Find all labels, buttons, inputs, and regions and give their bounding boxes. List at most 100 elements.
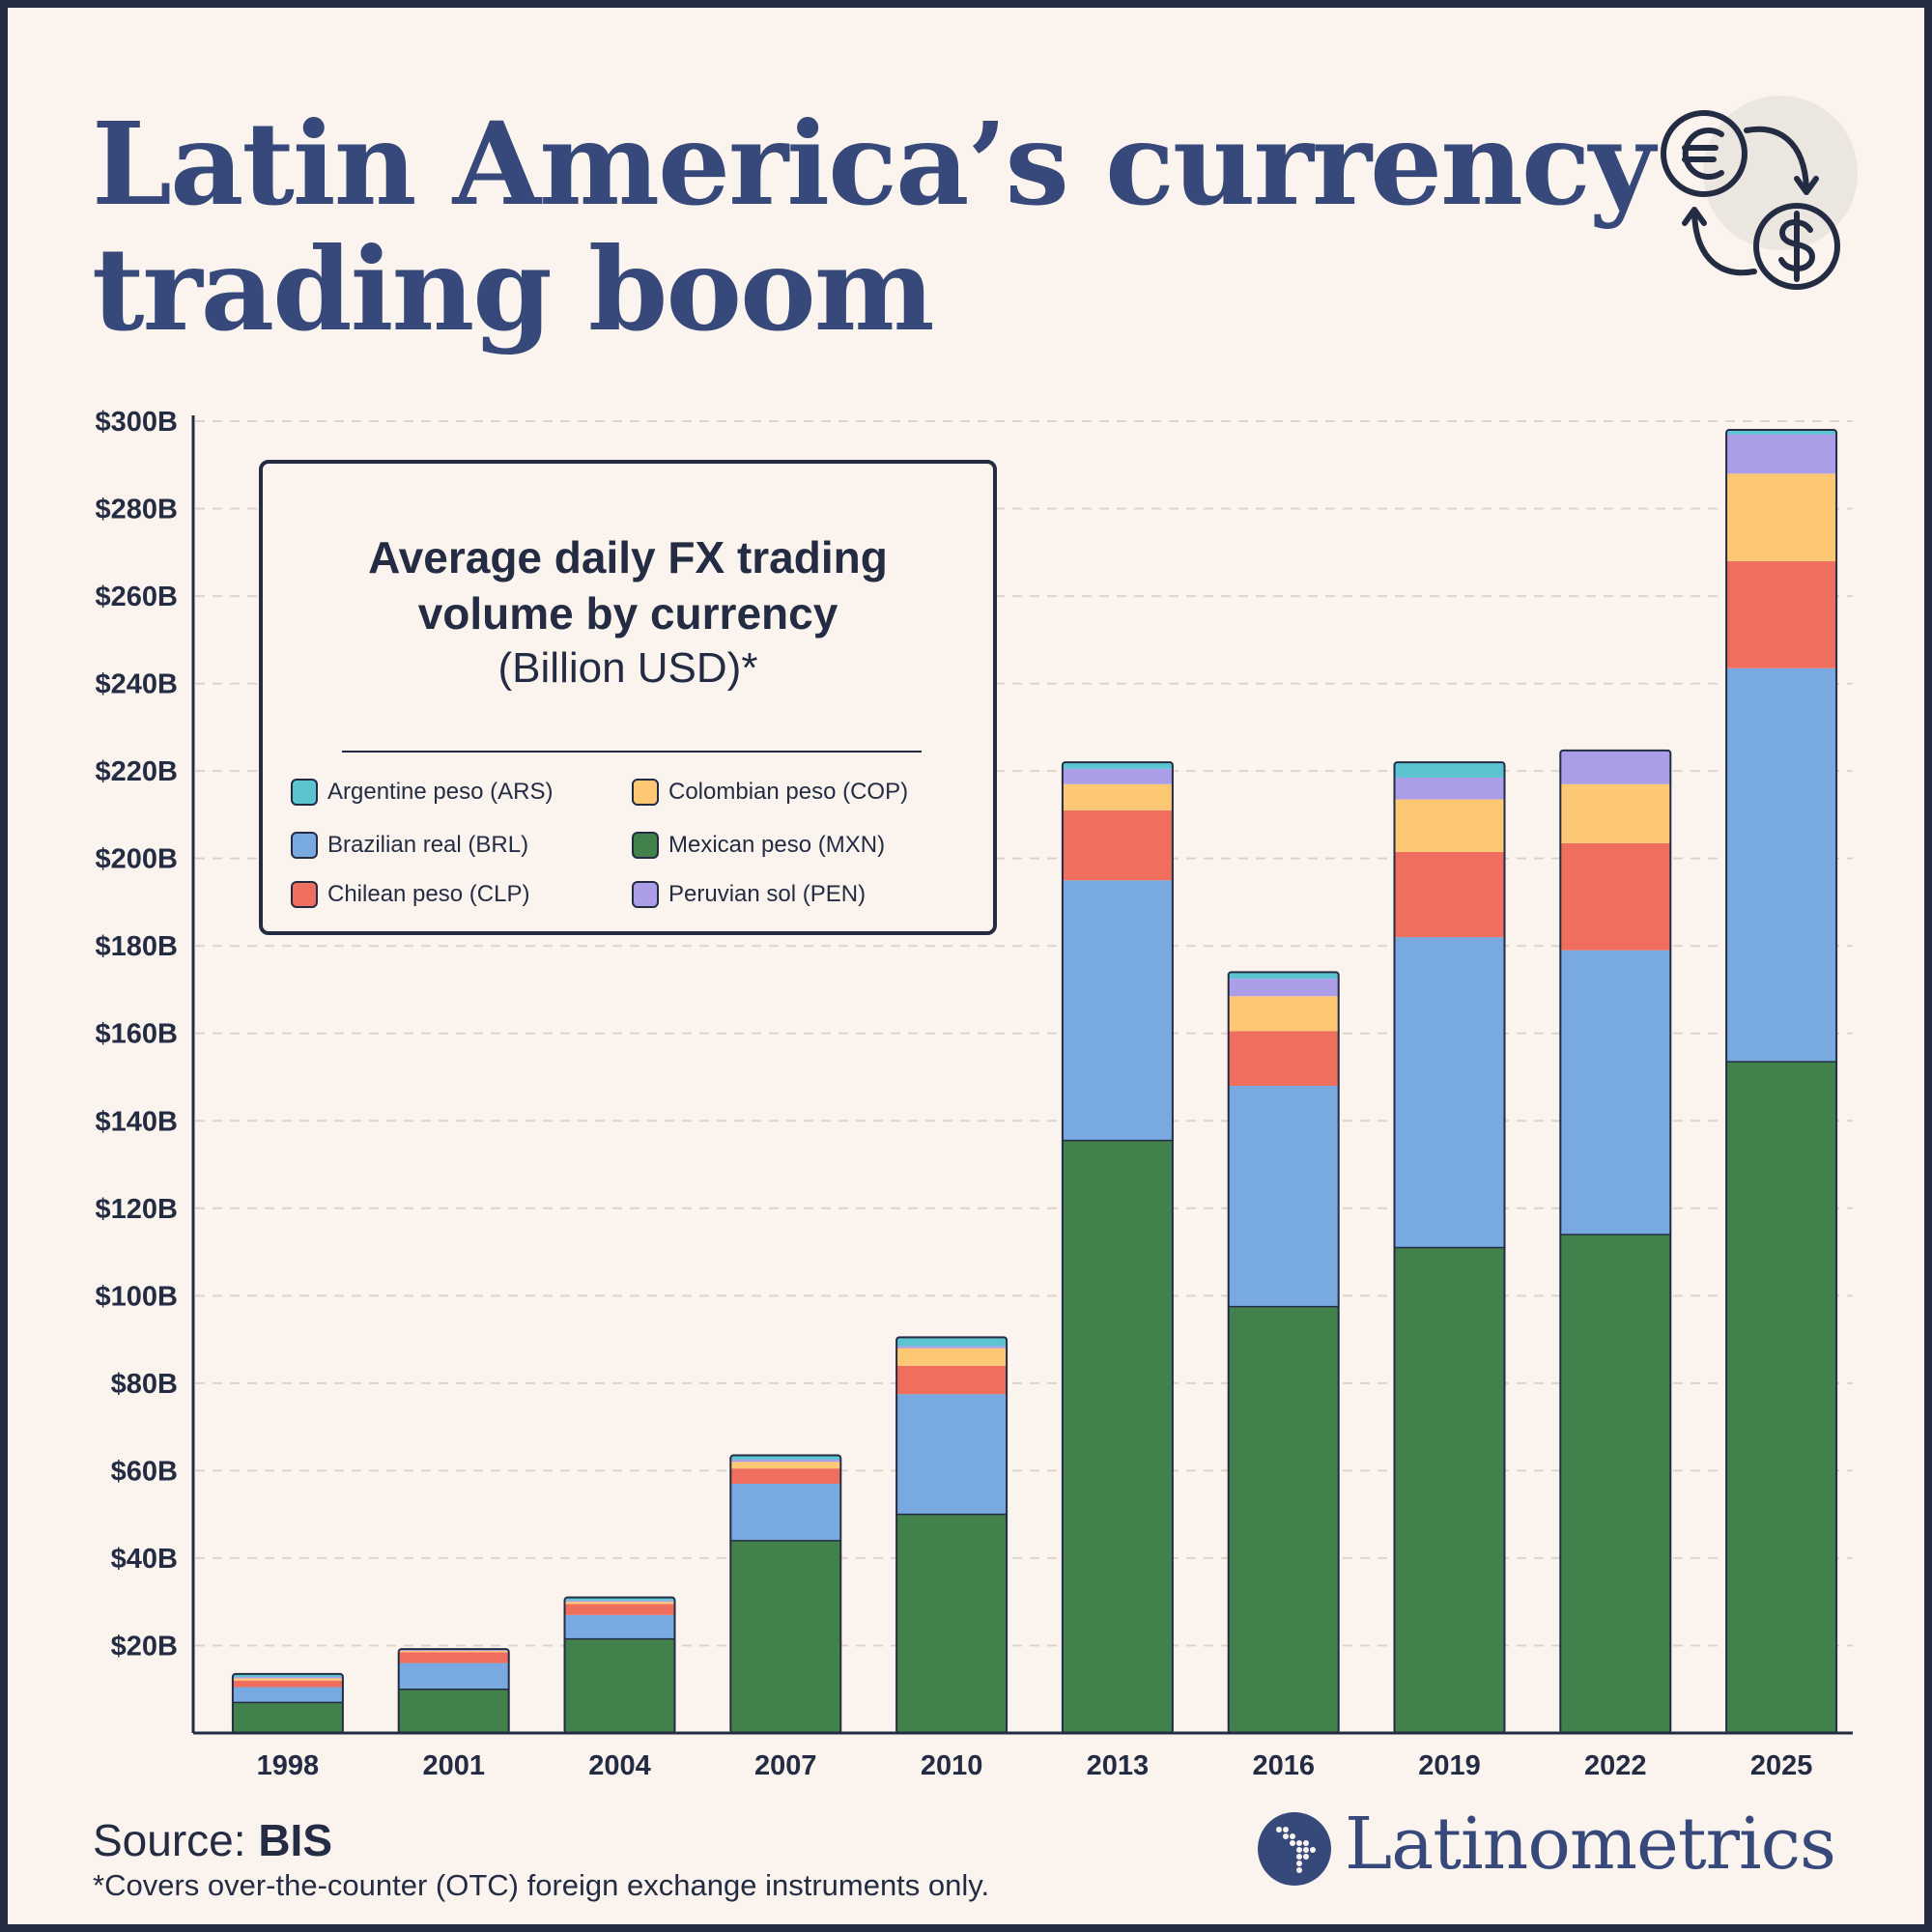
legend-title-line-1: Average daily FX trading xyxy=(368,532,888,582)
bar-segment xyxy=(1560,783,1671,843)
y-tick-label: $60B xyxy=(111,1456,178,1487)
bar-segment xyxy=(730,1483,841,1541)
legend-swatch-brl xyxy=(291,832,318,859)
legend-label-pen: Peruvian sol (PEN) xyxy=(668,881,867,907)
legend-swatch-cop xyxy=(632,779,659,806)
y-tick-label: $40B xyxy=(111,1544,178,1575)
bar-segment xyxy=(564,1614,675,1639)
bar-segment xyxy=(1394,851,1505,938)
legend-label-brl: Brazilian real (BRL) xyxy=(327,832,529,858)
x-tick-label: 1998 xyxy=(257,1750,320,1781)
axis-labels: $20B $40B $60B $80B $100B $120B $140B $160B $180… xyxy=(96,407,1813,1781)
bar-segment xyxy=(1062,762,1173,769)
x-tick-label: 2007 xyxy=(754,1750,817,1781)
legend-item-mxn: Mexican peso (MXN) xyxy=(632,832,885,859)
bar-segment xyxy=(564,1602,675,1605)
currency-exchange-icon xyxy=(1661,96,1858,290)
title-line-1: Latin America’s currency xyxy=(92,97,1655,231)
brand-name: Latinometrics xyxy=(1345,1803,1836,1886)
legend-label-ars: Argentine peso (ARS) xyxy=(327,779,554,805)
footnote: *Covers over-the-counter (OTC) foreign e… xyxy=(93,1868,990,1902)
bar-segment xyxy=(1228,1306,1339,1733)
legend-swatch-ars xyxy=(291,779,318,806)
bar-segment xyxy=(564,1597,675,1601)
legend-item-clp: Chilean peso (CLP) xyxy=(291,881,529,908)
bar-segment xyxy=(1726,434,1837,474)
y-tick-label: $220B xyxy=(96,756,178,787)
bar-segment xyxy=(1726,560,1837,668)
source-name: BIS xyxy=(258,1815,332,1865)
y-tick-label: $120B xyxy=(96,1194,178,1225)
y-tick-label: $80B xyxy=(111,1369,178,1400)
bar-segment xyxy=(1394,1247,1505,1733)
bar-segment xyxy=(1062,783,1173,810)
bar-segment xyxy=(398,1662,509,1690)
source-note: Source: BIS xyxy=(93,1814,332,1866)
legend-item-pen: Peruvian sol (PEN) xyxy=(632,881,866,908)
bar-segment xyxy=(896,1365,1008,1395)
bar-segment xyxy=(232,1702,343,1733)
legend-title-line-2: volume by currency xyxy=(417,588,838,639)
bar-segment xyxy=(730,1462,841,1469)
y-tick-label: $260B xyxy=(96,582,178,612)
bar-segment xyxy=(1394,777,1505,800)
x-tick-label: 2019 xyxy=(1418,1750,1481,1781)
bar-segment xyxy=(1228,1031,1339,1087)
latin-america-map-logo-icon xyxy=(1258,1812,1331,1886)
bar-segment xyxy=(564,1638,675,1733)
bar-segment xyxy=(232,1680,343,1688)
bar-segment xyxy=(1228,996,1339,1032)
legend-swatch-pen xyxy=(632,881,659,908)
bar-segment xyxy=(896,1348,1008,1366)
brand-logo: Latinometrics xyxy=(1256,1803,1855,1891)
y-tick-label: $160B xyxy=(96,1019,178,1050)
bars xyxy=(231,429,1838,1735)
bar-segment xyxy=(398,1652,509,1663)
bar-segment xyxy=(398,1650,509,1653)
x-tick-label: 2010 xyxy=(921,1750,983,1781)
bar-segment xyxy=(896,1346,1008,1349)
legend-item-cop: Colombian peso (COP) xyxy=(632,779,908,806)
page-title: Latin America’s currency trading boom xyxy=(92,97,1655,356)
legend-unit: (Billion USD)* xyxy=(497,644,758,692)
legend-item-brl: Brazilian real (BRL) xyxy=(291,832,528,859)
bar-segment xyxy=(1726,1062,1837,1733)
exchange-arrows-icon xyxy=(1682,126,1819,276)
x-tick-label: 2025 xyxy=(1750,1750,1813,1781)
y-tick-label: $240B xyxy=(96,669,178,700)
x-tick-label: 2016 xyxy=(1252,1750,1315,1781)
x-tick-label: 2022 xyxy=(1584,1750,1647,1781)
x-tick-label: 2004 xyxy=(588,1750,651,1781)
bar-segment xyxy=(730,1455,841,1461)
legend-swatch-clp xyxy=(291,881,318,908)
bar-segment xyxy=(730,1540,841,1733)
legend-item-ars: Argentine peso (ARS) xyxy=(291,779,553,806)
bar-segment xyxy=(1560,950,1671,1235)
y-tick-label: $300B xyxy=(96,407,178,438)
legend-label-clp: Chilean peso (CLP) xyxy=(327,881,530,907)
bar-segment xyxy=(232,1678,343,1681)
legend-swatch-mxn xyxy=(632,832,659,859)
bar-segment xyxy=(730,1460,841,1463)
bar-segment xyxy=(1560,751,1671,784)
bar-segment xyxy=(232,1687,343,1703)
bar-segment xyxy=(1228,1086,1339,1307)
legend: Average daily FX trading volume by curre… xyxy=(259,460,997,935)
bar-segment xyxy=(730,1468,841,1484)
y-tick-label: $280B xyxy=(96,495,178,526)
y-tick-label: $140B xyxy=(96,1106,178,1137)
x-tick-label: 2001 xyxy=(422,1750,485,1781)
title-line-2: trading boom xyxy=(92,222,935,356)
y-tick-label: $100B xyxy=(96,1281,178,1312)
bar-segment xyxy=(1228,979,1339,997)
y-tick-label: $20B xyxy=(111,1631,178,1662)
dollar-icon xyxy=(1753,203,1840,290)
bar-segment xyxy=(896,1514,1008,1733)
bar-segment xyxy=(564,1604,675,1615)
x-tick-label: 2013 xyxy=(1087,1750,1150,1781)
euro-icon xyxy=(1661,110,1747,197)
y-tick-label: $180B xyxy=(96,931,178,962)
bar-segment xyxy=(896,1337,1008,1347)
legend-label-mxn: Mexican peso (MXN) xyxy=(668,832,886,858)
